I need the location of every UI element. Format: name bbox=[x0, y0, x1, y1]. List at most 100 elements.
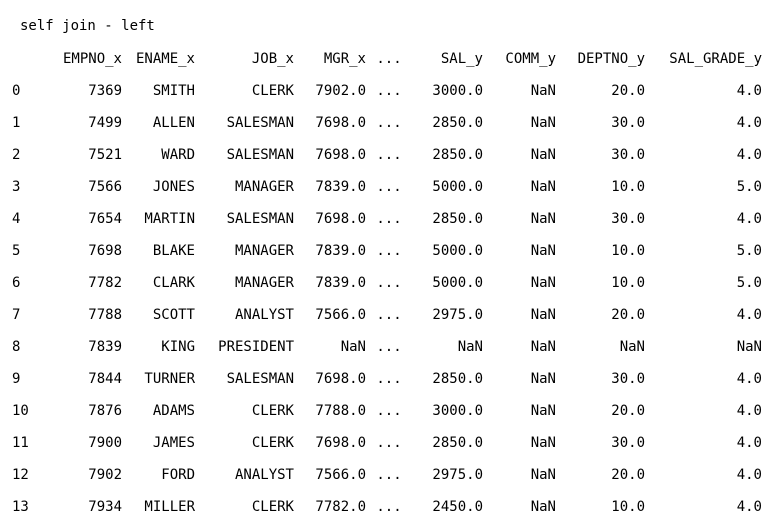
table-row: 12 7902 FORD ANALYST 7566.0... 2975.0 NaN 20.0 4… bbox=[0, 464, 762, 496]
table-cell: MANAGER bbox=[234, 179, 294, 195]
table-cell: CLERK bbox=[251, 435, 294, 451]
table-cell: NaN bbox=[530, 339, 556, 355]
table-cell-ellipsis: ... bbox=[376, 211, 402, 227]
table-cell: NaN bbox=[530, 307, 556, 323]
table-cell: 7698.0 bbox=[315, 211, 366, 227]
table-cell: 5.0 bbox=[736, 243, 762, 259]
table-cell: 7698.0 bbox=[315, 147, 366, 163]
table-cell-ellipsis: ... bbox=[376, 115, 402, 131]
table-cell-ellipsis: ... bbox=[376, 275, 402, 291]
table-cell: 7876 bbox=[88, 403, 122, 419]
row-index: 3 bbox=[12, 179, 21, 195]
table-cell: PRESIDENT bbox=[218, 339, 294, 355]
table-cell: 7698 bbox=[88, 243, 122, 259]
table-cell: ALLEN bbox=[152, 115, 195, 131]
table-cell: TURNER bbox=[144, 371, 195, 387]
table-cell: NaN bbox=[340, 339, 366, 355]
table-cell: NaN bbox=[530, 403, 556, 419]
table-cell: MILLER bbox=[144, 499, 195, 515]
table-cell: NaN bbox=[530, 275, 556, 291]
row-index: 5 bbox=[12, 243, 21, 259]
row-index: 4 bbox=[12, 211, 21, 227]
table-cell: 30.0 bbox=[611, 435, 645, 451]
table-cell-ellipsis: ... bbox=[376, 371, 402, 387]
table-cell: 7788 bbox=[88, 307, 122, 323]
table-cell: 10.0 bbox=[611, 275, 645, 291]
table-cell: 5000.0 bbox=[432, 243, 483, 259]
table-row: 11 7900 JAMES CLERK 7698.0... 2850.0 NaN 30.0 4.… bbox=[0, 432, 762, 464]
table-row: 13 7934 MILLER CLERK 7782.0... 2450.0 NaN 10.0 4… bbox=[0, 496, 762, 528]
column-header: SAL_GRADE_y bbox=[669, 51, 762, 67]
table-cell: 4.0 bbox=[736, 147, 762, 163]
table-cell: 7839.0 bbox=[315, 179, 366, 195]
table-cell: NaN bbox=[619, 339, 645, 355]
table-cell-ellipsis: ... bbox=[376, 403, 402, 419]
table-cell: 10.0 bbox=[611, 499, 645, 515]
table-cell: 7566.0 bbox=[315, 307, 366, 323]
table-row: 8 7839 KING PRESIDENT NaN... NaN NaN NaN NaN bbox=[0, 336, 762, 368]
table-cell: NaN bbox=[530, 243, 556, 259]
table-cell: NaN bbox=[736, 339, 762, 355]
table-cell: 2850.0 bbox=[432, 115, 483, 131]
table-cell: 4.0 bbox=[736, 403, 762, 419]
table-cell-ellipsis: ... bbox=[376, 83, 402, 99]
table-cell: NaN bbox=[457, 339, 483, 355]
table-cell-ellipsis: ... bbox=[376, 467, 402, 483]
table-cell: ANALYST bbox=[234, 307, 294, 323]
column-header: SAL_y bbox=[440, 51, 483, 67]
header-row: EMPNO_x ENAME_x JOB_x MGR_x ... SAL_y CO… bbox=[0, 48, 762, 80]
column-header: ENAME_x bbox=[135, 51, 195, 67]
table-cell: CLERK bbox=[251, 403, 294, 419]
table-cell: JONES bbox=[152, 179, 195, 195]
table-cell: 20.0 bbox=[611, 467, 645, 483]
table-cell: 2450.0 bbox=[432, 499, 483, 515]
table-cell: CLERK bbox=[251, 83, 294, 99]
row-index: 0 bbox=[12, 83, 21, 99]
table-cell: 7788.0 bbox=[315, 403, 366, 419]
table-cell: 7902 bbox=[88, 467, 122, 483]
table-cell: 30.0 bbox=[611, 147, 645, 163]
table-cell: 20.0 bbox=[611, 403, 645, 419]
table-row: 1 7499 ALLEN SALESMAN 7698.0... 2850.0 NaN 30.0… bbox=[0, 112, 762, 144]
row-index: 7 bbox=[12, 307, 21, 323]
row-index: 8 bbox=[12, 339, 21, 355]
table-cell: 7698.0 bbox=[315, 371, 366, 387]
table-cell: NaN bbox=[530, 435, 556, 451]
table-cell: 2975.0 bbox=[432, 307, 483, 323]
table-cell: MANAGER bbox=[234, 243, 294, 259]
table-cell-ellipsis: ... bbox=[376, 243, 402, 259]
table-cell: 4.0 bbox=[736, 499, 762, 515]
table-cell: SALESMAN bbox=[226, 211, 294, 227]
table-cell: 7499 bbox=[88, 115, 122, 131]
table-cell: 7698.0 bbox=[315, 115, 366, 131]
table-row: 5 7698 BLAKE MANAGER 7839.0... 5000.0 NaN 10.0 5… bbox=[0, 240, 762, 272]
table-row: 4 7654 MARTIN SALESMAN 7698.0... 2850.0 NaN 30.… bbox=[0, 208, 762, 240]
table-cell: SMITH bbox=[152, 83, 195, 99]
table-cell: NaN bbox=[530, 83, 556, 99]
table-cell: 7902.0 bbox=[315, 83, 366, 99]
table-row: 6 7782 CLARK MANAGER 7839.0... 5000.0 NaN 10.0 5… bbox=[0, 272, 762, 304]
table-cell: 20.0 bbox=[611, 83, 645, 99]
table-cell: BLAKE bbox=[152, 243, 195, 259]
table-cell: 10.0 bbox=[611, 243, 645, 259]
table-cell: 7521 bbox=[88, 147, 122, 163]
table-cell: 7654 bbox=[88, 211, 122, 227]
table-cell: NaN bbox=[530, 147, 556, 163]
table-cell: 4.0 bbox=[736, 435, 762, 451]
table-cell: 4.0 bbox=[736, 83, 762, 99]
table-cell: SCOTT bbox=[152, 307, 195, 323]
table-cell: 5.0 bbox=[736, 275, 762, 291]
table-cell: 4.0 bbox=[736, 307, 762, 323]
table-cell: 30.0 bbox=[611, 371, 645, 387]
table-body: 0 7369 SMITH CLERK 7902.0... 3000.0 NaN 20.0 4.0… bbox=[0, 80, 762, 528]
table-cell: 7782.0 bbox=[315, 499, 366, 515]
table-cell: 7934 bbox=[88, 499, 122, 515]
row-index: 9 bbox=[12, 371, 21, 387]
row-index: 10 bbox=[12, 403, 29, 419]
output-title: self join - left bbox=[20, 18, 155, 34]
row-index: 11 bbox=[12, 435, 29, 451]
table-cell: 7844 bbox=[88, 371, 122, 387]
table-cell: NaN bbox=[530, 115, 556, 131]
table-cell: SALESMAN bbox=[226, 371, 294, 387]
table-cell: MANAGER bbox=[234, 275, 294, 291]
